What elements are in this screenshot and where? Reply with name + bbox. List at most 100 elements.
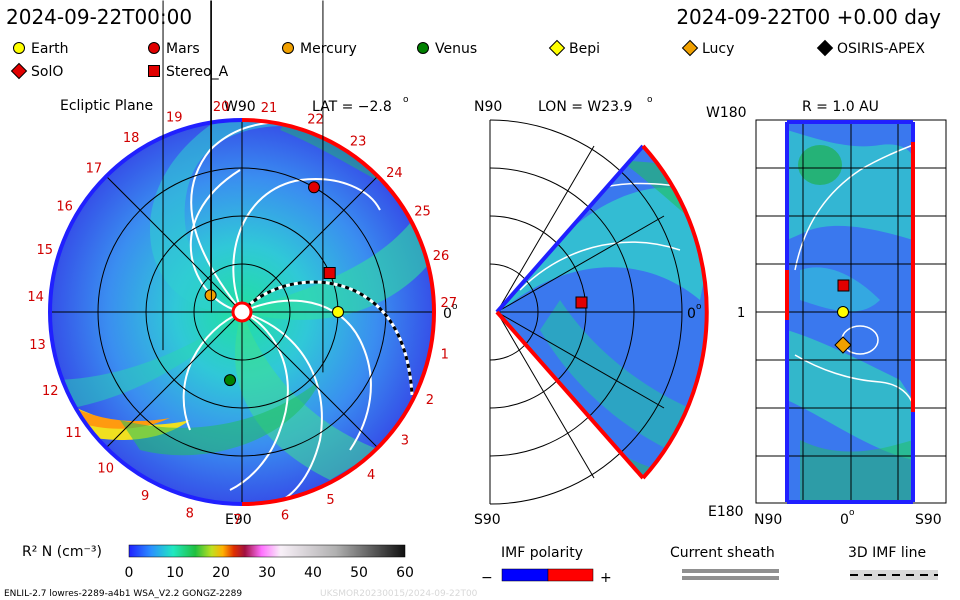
carrington-label-25: 25 <box>414 205 431 220</box>
carrington-label-10: 10 <box>97 462 114 477</box>
date-offset-title: 2024-09-22T00 +0.00 day <box>676 5 941 29</box>
ecliptic-top-label: W90 <box>224 99 256 115</box>
carrington-label-9: 9 <box>141 489 149 504</box>
legend-osiris-apex-marker <box>816 39 834 57</box>
sphere-map-panel: R = 1.0 AU W180 E180 1 N90 0 o S90 <box>706 99 947 528</box>
legend-mars-marker <box>148 42 160 54</box>
carrington-label-19: 19 <box>166 110 183 125</box>
current-sheath-swatch-top <box>682 569 779 573</box>
carrington-label-23: 23 <box>350 135 367 150</box>
current-sheath-swatch-bottom <box>682 576 779 580</box>
sphere-grid <box>755 119 947 504</box>
carrington-label-1: 1 <box>441 347 449 362</box>
carrington-label-18: 18 <box>123 131 140 146</box>
legend-bepi-label: Bepi <box>569 41 600 57</box>
sphere-lucy-marker <box>834 336 852 354</box>
ecliptic-mercury-marker <box>204 289 217 302</box>
carrington-label-22: 22 <box>307 113 324 128</box>
imf-polarity-legend: IMF polarity − + <box>481 545 612 586</box>
sphere-earth-marker <box>837 306 849 318</box>
ecliptic-lat-label: LAT = −2.8 <box>312 99 392 115</box>
current-sheath-title: Current sheath <box>670 545 775 561</box>
sphere-boundary-negative <box>785 120 915 504</box>
imf-line-curve <box>240 280 414 396</box>
colorbar-tick-60: 60 <box>396 565 414 581</box>
legend-stereo-a-label: Stereo_A <box>166 64 229 80</box>
imf-line-legend: 3D IMF line <box>848 545 938 580</box>
sphere-x-right-label: S90 <box>915 512 942 528</box>
sphere-x-mid-degree: o <box>849 508 855 518</box>
legend-venus-marker <box>417 42 429 54</box>
carrington-label-4: 4 <box>367 468 375 483</box>
imf-negative-swatch <box>501 568 549 582</box>
meridional-lon-degree: o <box>647 95 653 105</box>
legend-lucy-label: Lucy <box>702 41 734 57</box>
current-sheath-legend: Current sheath <box>670 545 779 580</box>
carrington-label-14: 14 <box>27 290 44 305</box>
legend-bepi-marker <box>548 39 566 57</box>
colorbar-tick-20: 20 <box>212 565 230 581</box>
legend-earth-label: Earth <box>31 41 69 57</box>
carrington-label-27: 27 <box>441 296 458 311</box>
meridional-density-features <box>500 160 707 478</box>
meridional-lon-label: LON = W23.9 <box>538 99 632 115</box>
legend-lucy-marker <box>681 39 699 57</box>
meridional-stereo-a-marker <box>575 296 588 309</box>
sphere-mid-left-label: 1 <box>737 306 745 321</box>
carrington-label-16: 16 <box>56 199 73 214</box>
ecliptic-title: Ecliptic Plane <box>60 98 153 114</box>
planet-legend: Earth Mars Mercury Venus Bepi Lucy OSIRIS-APEX… <box>10 39 925 80</box>
meridional-grid <box>489 119 683 505</box>
ecliptic-stereo-a-marker <box>323 267 336 279</box>
legend-mars-label: Mars <box>166 41 200 57</box>
meridional-edge-north <box>495 144 645 314</box>
imf-line-title: 3D IMF line <box>848 545 926 561</box>
ecliptic-lat-degree: o <box>403 95 409 105</box>
colorbar-ticks: 0 10 20 30 40 50 60 <box>125 565 414 581</box>
carrington-label-15: 15 <box>37 243 54 258</box>
colorbar-label: R² N (cm⁻³) <box>22 544 102 560</box>
meridional-top-label: N90 <box>474 99 502 115</box>
legend-osiris-apex-label: OSIRIS-APEX <box>837 41 925 57</box>
ecliptic-bottom-label: E90 <box>225 512 252 528</box>
sphere-stereo-a-marker <box>837 279 850 292</box>
meridional-outer-boundary <box>641 144 709 480</box>
sphere-bottom-left-label: E180 <box>708 504 744 520</box>
carrington-label-2: 2 <box>426 393 434 408</box>
legend-solo-marker <box>10 62 28 80</box>
imf-positive-swatch <box>547 568 594 582</box>
meridional-panel: N90 LON = W23.9 o 0 o S90 <box>474 95 709 528</box>
ecliptic-boundary-negative <box>48 118 243 506</box>
colorbar-tick-30: 30 <box>258 565 276 581</box>
sphere-top-left-label: W180 <box>706 105 747 121</box>
sphere-x-left-label: N90 <box>754 512 782 528</box>
carrington-label-20: 20 <box>213 100 230 115</box>
sun-marker <box>231 301 253 323</box>
ecliptic-zero-label: 0 <box>443 306 452 322</box>
ecliptic-zero-degree: o <box>452 302 458 312</box>
carrington-label-12: 12 <box>42 384 59 399</box>
ecliptic-boundary-positive <box>241 118 436 506</box>
carrington-label-26: 26 <box>433 249 450 264</box>
colorbar-tick-40: 40 <box>304 565 322 581</box>
colorbar-tick-50: 50 <box>350 565 368 581</box>
ecliptic-venus-marker <box>224 374 236 387</box>
legend-mercury-marker <box>282 42 294 54</box>
sphere-density-features <box>787 130 914 500</box>
meridional-zero-label: 0 <box>687 306 696 322</box>
legend-venus-label: Venus <box>435 41 477 57</box>
imf-plus-label: + <box>600 570 612 586</box>
imf-minus-label: − <box>481 570 493 586</box>
sphere-title: R = 1.0 AU <box>802 99 879 115</box>
colorbar-tick-10: 10 <box>166 565 184 581</box>
carrington-label-11: 11 <box>65 426 82 441</box>
sphere-x-mid-label: 0 <box>840 512 849 528</box>
meridional-bottom-label: S90 <box>474 512 501 528</box>
carrington-label-6: 6 <box>281 509 289 524</box>
footer-model-info: ENLIL-2.7 lowres-2289-a4b1 WSA_V2.2 GONG… <box>4 589 242 599</box>
sphere-boundary-positive <box>785 142 915 412</box>
ecliptic-mars-marker <box>308 181 320 194</box>
spiral-field-lines <box>182 121 381 504</box>
